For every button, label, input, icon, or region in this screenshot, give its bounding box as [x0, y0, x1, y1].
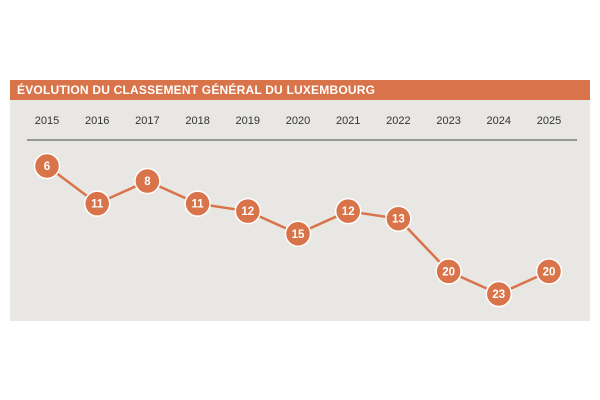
x-tick-label-2023: 2023 [436, 115, 460, 127]
data-point-2017: 8 [134, 167, 161, 195]
data-marker [485, 280, 513, 308]
data-label: 13 [392, 214, 405, 226]
data-marker [385, 205, 412, 232]
data-marker [535, 258, 563, 285]
data-marker [134, 167, 161, 195]
data-label: 11 [192, 199, 205, 211]
data-label: 6 [44, 161, 50, 173]
data-marker [435, 258, 462, 285]
data-point-2023: 20 [435, 258, 462, 285]
data-label: 23 [492, 289, 505, 301]
data-point-2018: 11 [184, 190, 211, 217]
data-point-2020: 15 [284, 220, 312, 248]
data-point-2021: 12 [334, 197, 362, 225]
data-label: 11 [91, 199, 104, 211]
x-tick-label-2016: 2016 [85, 115, 109, 127]
data-point-2019: 12 [234, 197, 262, 225]
x-tick-label-2018: 2018 [185, 115, 209, 127]
data-marker [184, 190, 211, 217]
data-label: 12 [342, 206, 355, 218]
x-tick-labels: 2015 2016 2017 2018 2019 2020 2021 2022 2023 2024… [35, 115, 561, 127]
x-tick-label-2021: 2021 [336, 115, 360, 127]
data-marker [234, 197, 262, 225]
chart-title-bar: ÉVOLUTION DU CLASSEMENT GÉNÉRAL DU LUXEM… [10, 80, 590, 100]
data-marker [33, 152, 61, 180]
data-label: 20 [442, 266, 455, 278]
x-tick-label-2019: 2019 [236, 115, 260, 127]
data-point-2022: 13 [385, 205, 412, 232]
data-marker [83, 190, 111, 217]
x-tick-label-2015: 2015 [35, 115, 59, 127]
x-tick-label-2020: 2020 [286, 115, 310, 127]
data-marker [334, 197, 362, 225]
data-label: 12 [241, 206, 254, 218]
data-point-2024: 23 [485, 280, 513, 308]
data-point-2016: 11 [83, 190, 111, 217]
x-tick-label-2017: 2017 [135, 115, 159, 127]
data-label: 8 [144, 176, 151, 188]
x-tick-label-2022: 2022 [386, 115, 410, 127]
data-marker [284, 220, 312, 248]
x-tick-label-2024: 2024 [487, 115, 511, 127]
data-point-2025: 20 [535, 258, 563, 285]
chart-title: ÉVOLUTION DU CLASSEMENT GÉNÉRAL DU LUXEM… [17, 83, 376, 97]
data-markers: 6 11 8 11 12 15 12 13 20 23 20 [33, 152, 563, 308]
data-label: 15 [292, 229, 305, 241]
data-point-2015: 6 [33, 152, 61, 180]
x-tick-label-2025: 2025 [537, 115, 561, 127]
data-label: 20 [543, 266, 556, 278]
